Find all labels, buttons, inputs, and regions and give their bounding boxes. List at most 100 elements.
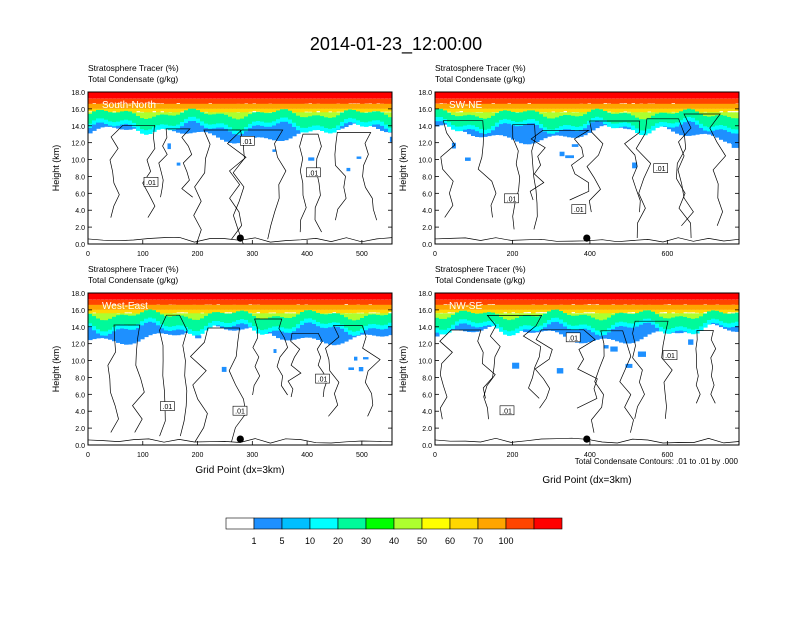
y-tick-label: 18.0 xyxy=(71,291,85,298)
field-cell xyxy=(284,122,289,140)
colorbar-label: 60 xyxy=(445,536,455,546)
field-cell xyxy=(435,99,440,104)
field-cell xyxy=(320,328,325,342)
field-cell xyxy=(352,332,357,337)
y-tick-label: 12.0 xyxy=(418,141,432,148)
field-cell xyxy=(348,118,353,123)
field-cell xyxy=(503,110,508,119)
field-cell xyxy=(659,122,664,127)
field-cell xyxy=(284,318,289,329)
field-cell xyxy=(499,111,504,120)
field-cell xyxy=(292,123,297,128)
field-cell xyxy=(575,127,580,132)
field-cell xyxy=(499,310,504,314)
field-cell xyxy=(328,323,333,328)
field-cell xyxy=(372,111,377,120)
field-cell xyxy=(264,305,269,310)
field-cell xyxy=(531,331,536,333)
field-cell xyxy=(639,312,644,321)
field-cell xyxy=(256,300,261,305)
field-cell xyxy=(683,310,688,312)
field-cell xyxy=(332,310,337,312)
field-cell xyxy=(96,319,101,330)
y-tick-label: 2.0 xyxy=(422,426,432,433)
field-cell xyxy=(340,104,345,109)
field-cell xyxy=(555,117,560,128)
field-cell xyxy=(340,109,345,112)
field-cell xyxy=(567,115,572,126)
field-cell xyxy=(172,126,177,131)
field-cell xyxy=(320,116,325,127)
field-patch xyxy=(565,155,574,158)
field-cell xyxy=(340,315,345,325)
field-cell xyxy=(507,320,512,332)
field-cell xyxy=(252,109,257,111)
field-cell xyxy=(324,300,329,306)
field-cell xyxy=(280,122,285,141)
field-cell xyxy=(719,115,724,125)
field-cell xyxy=(288,111,293,120)
y-tick-label: 14.0 xyxy=(418,325,432,332)
field-cell xyxy=(647,129,652,134)
field-cell xyxy=(715,109,720,113)
y-tick-label: 8.0 xyxy=(422,375,432,382)
field-cell xyxy=(603,99,608,103)
field-cell xyxy=(184,305,189,310)
field-cell xyxy=(443,305,448,310)
field-cell xyxy=(523,111,528,120)
field-cell xyxy=(491,300,496,304)
field-cell xyxy=(639,99,644,104)
field-cell xyxy=(603,335,608,339)
field-cell xyxy=(571,130,576,138)
field-cell xyxy=(687,313,692,319)
field-cell xyxy=(308,99,313,104)
field-cell xyxy=(643,109,648,113)
field-cell xyxy=(192,331,197,336)
y-tick-label: 0.0 xyxy=(75,443,85,450)
field-cell xyxy=(627,323,632,328)
field-cell xyxy=(463,311,468,320)
field-cell xyxy=(711,319,716,324)
field-cell xyxy=(467,321,472,326)
field-cell xyxy=(695,318,700,329)
field-cell xyxy=(567,305,572,310)
field-cell xyxy=(108,330,113,335)
field-cell xyxy=(531,316,536,327)
field-cell xyxy=(216,300,221,305)
field-cell xyxy=(523,120,528,125)
panel-subtitle: Total Condensate (g/kg) xyxy=(435,74,525,84)
colorbar-label: 70 xyxy=(473,536,483,546)
field-cell xyxy=(212,128,217,135)
field-cell xyxy=(487,112,492,119)
field-cell xyxy=(224,323,229,328)
field-cell xyxy=(671,305,676,310)
x-tick-label: 0 xyxy=(86,251,90,258)
field-cell xyxy=(631,324,636,329)
field-cell xyxy=(156,115,161,126)
field-cell xyxy=(515,113,520,123)
field-cell xyxy=(555,104,560,109)
field-cell xyxy=(272,126,277,141)
field-cell xyxy=(196,119,201,124)
field-cell xyxy=(368,99,373,104)
field-cell xyxy=(731,112,736,119)
field-cell xyxy=(360,310,365,313)
field-cell xyxy=(352,99,357,104)
field-cell xyxy=(727,305,732,310)
field-cell xyxy=(384,109,389,112)
field-cell xyxy=(324,117,329,128)
field-cell xyxy=(108,334,113,340)
field-cell xyxy=(92,125,97,131)
field-cell xyxy=(308,104,313,109)
field-cell xyxy=(703,116,708,127)
field-cell xyxy=(324,305,329,310)
field-cell xyxy=(308,127,313,132)
field-cell xyxy=(639,325,644,340)
field-cell xyxy=(156,312,161,321)
y-tick-label: 8.0 xyxy=(75,375,85,382)
field-cell xyxy=(603,111,608,120)
field-cell xyxy=(591,110,596,119)
field-cell xyxy=(296,300,301,305)
field-cell xyxy=(723,116,728,127)
field-cell xyxy=(543,305,548,310)
